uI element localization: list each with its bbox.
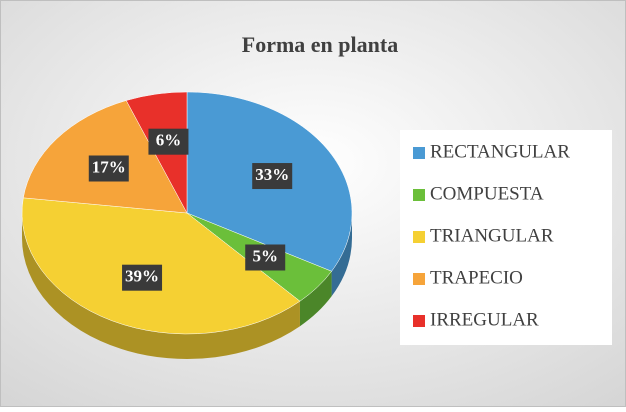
data-label-box (245, 244, 286, 271)
data-label: 6% (156, 131, 182, 150)
legend-label: TRAPECIO (430, 267, 523, 288)
legend-label: TRIANGULAR (430, 225, 554, 246)
legend-label: IRREGULAR (430, 309, 539, 330)
legend-swatch (413, 147, 425, 159)
data-label: 39% (125, 267, 159, 286)
chart-title: Forma en planta (242, 32, 398, 57)
pie-slice-side (22, 213, 300, 359)
legend-swatch (413, 315, 425, 327)
legend-swatch (413, 231, 425, 243)
legend-box (400, 130, 612, 345)
data-label: 5% (252, 246, 278, 265)
data-label: 17% (92, 157, 126, 176)
legend-swatch (413, 273, 425, 285)
legend-swatch (413, 189, 425, 201)
data-label-box (148, 128, 189, 155)
data-label: 33% (255, 165, 289, 184)
data-label-box (122, 264, 163, 291)
data-label-box (252, 163, 293, 190)
legend-label: RECTANGULAR (430, 141, 570, 162)
pie-slice-side (331, 213, 352, 297)
pie-slice-side (299, 271, 332, 327)
data-label-box (88, 155, 129, 182)
legend-label: COMPUESTA (430, 183, 544, 204)
